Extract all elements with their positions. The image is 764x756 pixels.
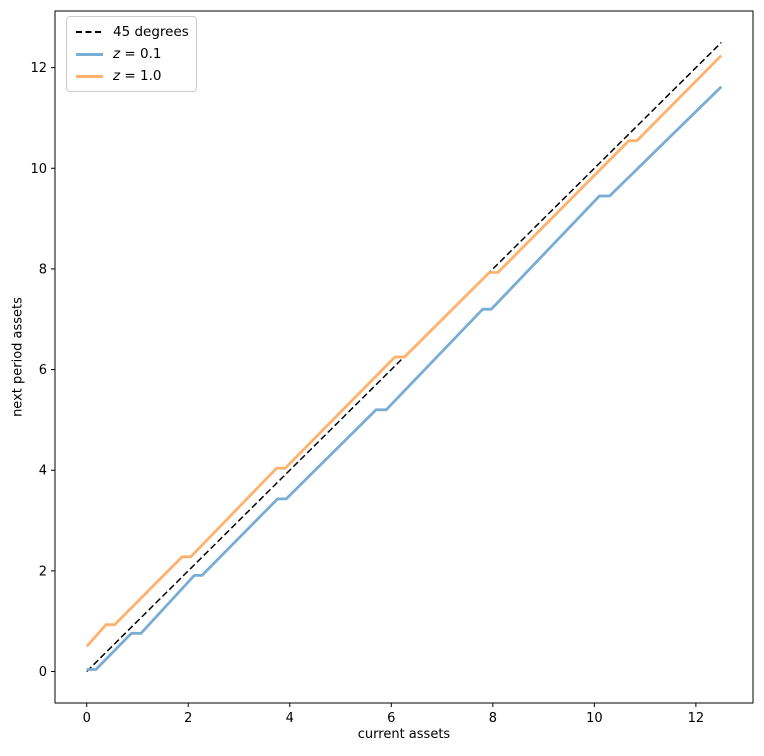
y-tick-label: 8 bbox=[39, 262, 47, 277]
legend-line-sample-45-degrees bbox=[76, 31, 103, 33]
x-axis-label: current assets bbox=[357, 727, 451, 742]
legend-item-45-degrees: 45 degrees bbox=[76, 24, 189, 40]
legend-math-rest: = 0.1 bbox=[120, 46, 162, 62]
legend-line-sample-z-0.1 bbox=[76, 52, 103, 56]
x-tick-label: 6 bbox=[387, 711, 395, 726]
series-z-0.1 bbox=[86, 85, 723, 671]
legend-math-var: z bbox=[113, 68, 121, 84]
x-tick-label: 10 bbox=[586, 711, 603, 726]
y-tick-label: 4 bbox=[39, 464, 47, 479]
y-tick-label: 10 bbox=[30, 162, 47, 177]
series-z-1.0 bbox=[85, 54, 723, 648]
legend-item-z-0.1: z = 0.1 bbox=[76, 46, 186, 62]
x-tick-label: 4 bbox=[286, 711, 294, 726]
legend: 45 degrees z = 0.1 z = 1.0 bbox=[66, 16, 197, 92]
legend-label-z-0.1: z = 0.1 bbox=[113, 46, 161, 62]
y-tick-label: 0 bbox=[39, 665, 47, 680]
x-tick-label: 12 bbox=[688, 711, 705, 726]
x-tick-label: 2 bbox=[184, 711, 192, 726]
y-tick-label: 2 bbox=[39, 564, 47, 579]
legend-label-z-1.0: z = 1.0 bbox=[113, 68, 161, 84]
y-tick-label: 6 bbox=[39, 363, 47, 378]
legend-line-sample-z-1.0 bbox=[76, 74, 103, 78]
x-tick-label: 0 bbox=[83, 711, 91, 726]
legend-math-var: z bbox=[113, 46, 121, 62]
y-tick-label: 12 bbox=[30, 61, 47, 76]
x-tick-label: 8 bbox=[489, 711, 497, 726]
legend-label-45-degrees: 45 degrees bbox=[113, 24, 189, 40]
legend-item-z-1.0: z = 1.0 bbox=[76, 68, 186, 84]
legend-math-rest: = 1.0 bbox=[120, 68, 162, 84]
y-axis-label: next period assets bbox=[10, 297, 26, 417]
plot-border bbox=[54, 10, 754, 704]
